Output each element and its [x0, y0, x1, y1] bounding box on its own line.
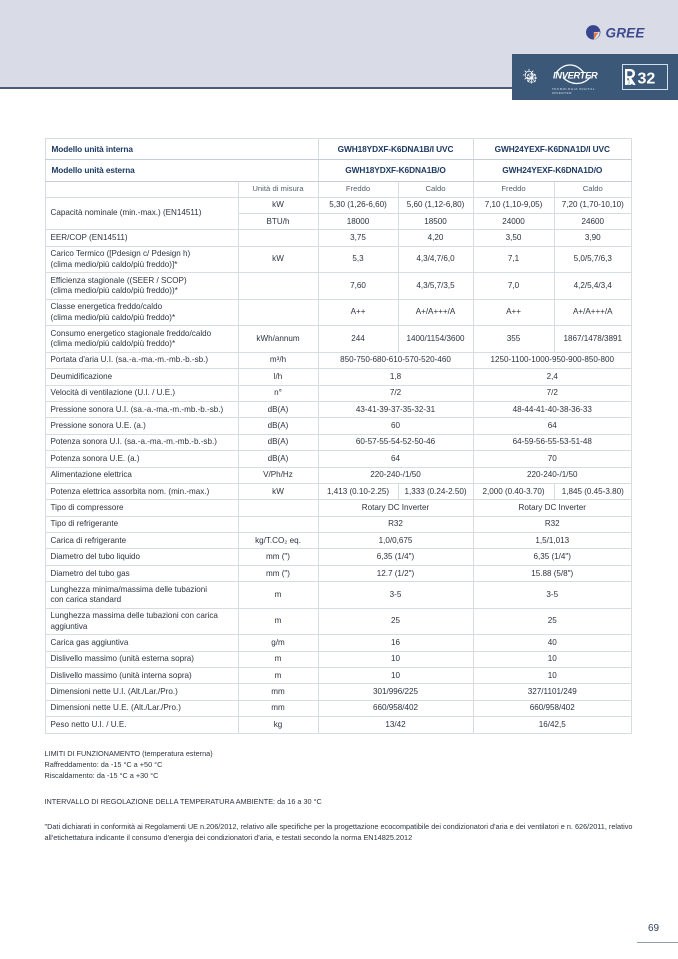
svg-text:GREE: GREE	[606, 26, 646, 41]
svg-text:32: 32	[638, 71, 656, 88]
svg-text:INVERTER: INVERTER	[553, 70, 598, 80]
